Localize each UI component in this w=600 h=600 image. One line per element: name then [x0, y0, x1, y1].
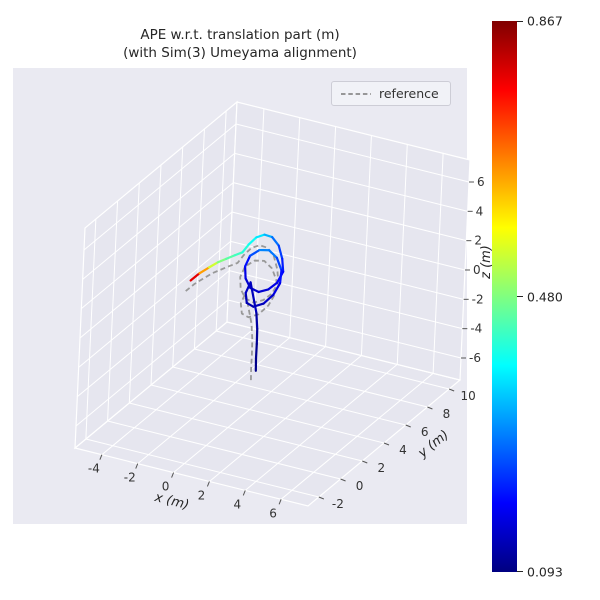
- x-tick: [99, 454, 103, 460]
- estimate-trajectory-segment: [244, 291, 248, 305]
- estimate-trajectory-segment: [275, 256, 283, 272]
- estimate-trajectory-segment: [241, 243, 250, 254]
- x-tick-label: 0: [162, 480, 170, 494]
- z-tick-label: 6: [477, 175, 485, 189]
- y-tick: [427, 406, 433, 410]
- y-tick: [318, 496, 325, 500]
- z-tick-label: -2: [472, 292, 484, 306]
- legend-label-reference: reference: [379, 86, 439, 101]
- y-tick-label: -2: [332, 497, 344, 511]
- estimate-trajectory-segment: [189, 272, 201, 282]
- colorbar-tick-mid: [517, 296, 523, 298]
- x-tick-label: -2: [124, 471, 136, 485]
- z-tick-label: -6: [469, 351, 481, 365]
- y-tick: [340, 478, 346, 482]
- x-tick-label: 2: [198, 488, 206, 502]
- estimate-trajectory-segment: [271, 235, 280, 247]
- reference-dashed-line-icon: [341, 92, 371, 95]
- estimate-trajectory-segment: [247, 236, 258, 246]
- estimate-trajectory-segment: [272, 282, 282, 296]
- z-axis-label: z (m): [479, 245, 494, 280]
- z-tick-label: 0: [473, 263, 481, 277]
- estimate-trajectory-segment: [257, 288, 270, 294]
- estimate-trajectory-segment: [216, 257, 228, 264]
- x-tick: [278, 499, 282, 505]
- colorbar-min-label: 0.093: [527, 564, 563, 579]
- y-tick-label: 6: [421, 425, 429, 439]
- estimate-trajectory: [189, 233, 285, 372]
- y-tick-label: 4: [399, 443, 407, 457]
- colorbar-tick-min: [517, 571, 523, 573]
- x-tick-label: 6: [269, 506, 277, 520]
- plot-title-line1: APE w.r.t. translation part (m): [140, 27, 340, 43]
- estimate-trajectory-segment: [208, 261, 219, 269]
- estimate-trajectory-segment: [249, 281, 258, 315]
- colorbar-mid-label: 0.480: [527, 289, 563, 304]
- estimate-trajectory-segment: [245, 301, 255, 308]
- estimate-trajectory-segment: [255, 233, 266, 239]
- estimate-trajectory-segment: [255, 312, 259, 331]
- colorbar-gradient: [492, 21, 517, 572]
- z-tick-label: 4: [476, 204, 484, 218]
- y-tick-label: 8: [443, 407, 451, 421]
- x-tick: [135, 463, 139, 469]
- estimate-trajectory-segment: [268, 249, 278, 259]
- z-tick-label: -4: [470, 322, 482, 336]
- estimate-trajectory-segment: [244, 281, 252, 295]
- estimate-trajectory-segment: [267, 281, 279, 291]
- plot-title: APE w.r.t. translation part (m) (with Si…: [13, 27, 467, 62]
- estimate-trajectory-segment: [277, 244, 284, 260]
- estimate-trajectory-segment: [262, 293, 275, 305]
- y-tick: [383, 442, 390, 446]
- y-tick-label: 0: [356, 479, 364, 493]
- x-tick: [171, 472, 175, 478]
- z-tick-label: 2: [474, 234, 482, 248]
- y-tick: [362, 460, 368, 464]
- plot-title-line2: (with Sim(3) Umeyama alignment): [123, 44, 357, 61]
- colorbar-tick-max: [517, 20, 523, 22]
- colorbar-max-label: 0.867: [527, 13, 563, 29]
- estimate-trajectory-segment: [244, 254, 252, 268]
- estimate-trajectory-segment: [233, 251, 244, 257]
- y-tick-label: 2: [377, 461, 385, 475]
- estimate-trajectory-segment: [278, 269, 283, 285]
- estimate-trajectory-segment: [225, 254, 236, 260]
- legend: reference: [331, 81, 451, 106]
- x-tick: [242, 490, 246, 496]
- y-tick: [405, 424, 411, 428]
- x-tick-label: -4: [88, 462, 100, 476]
- estimate-trajectory-segment: [248, 248, 261, 257]
- estimate-trajectory-segment: [281, 257, 285, 273]
- y-tick-label: 10: [461, 389, 476, 403]
- estimate-trajectory-segment: [198, 266, 211, 275]
- estimate-trajectory-segment: [254, 342, 258, 360]
- x-tick: [206, 481, 210, 487]
- estimate-trajectory-segment: [263, 233, 274, 239]
- reference-trajectory: [185, 244, 280, 382]
- x-tick-label: 4: [233, 497, 241, 511]
- y-tick: [448, 388, 455, 392]
